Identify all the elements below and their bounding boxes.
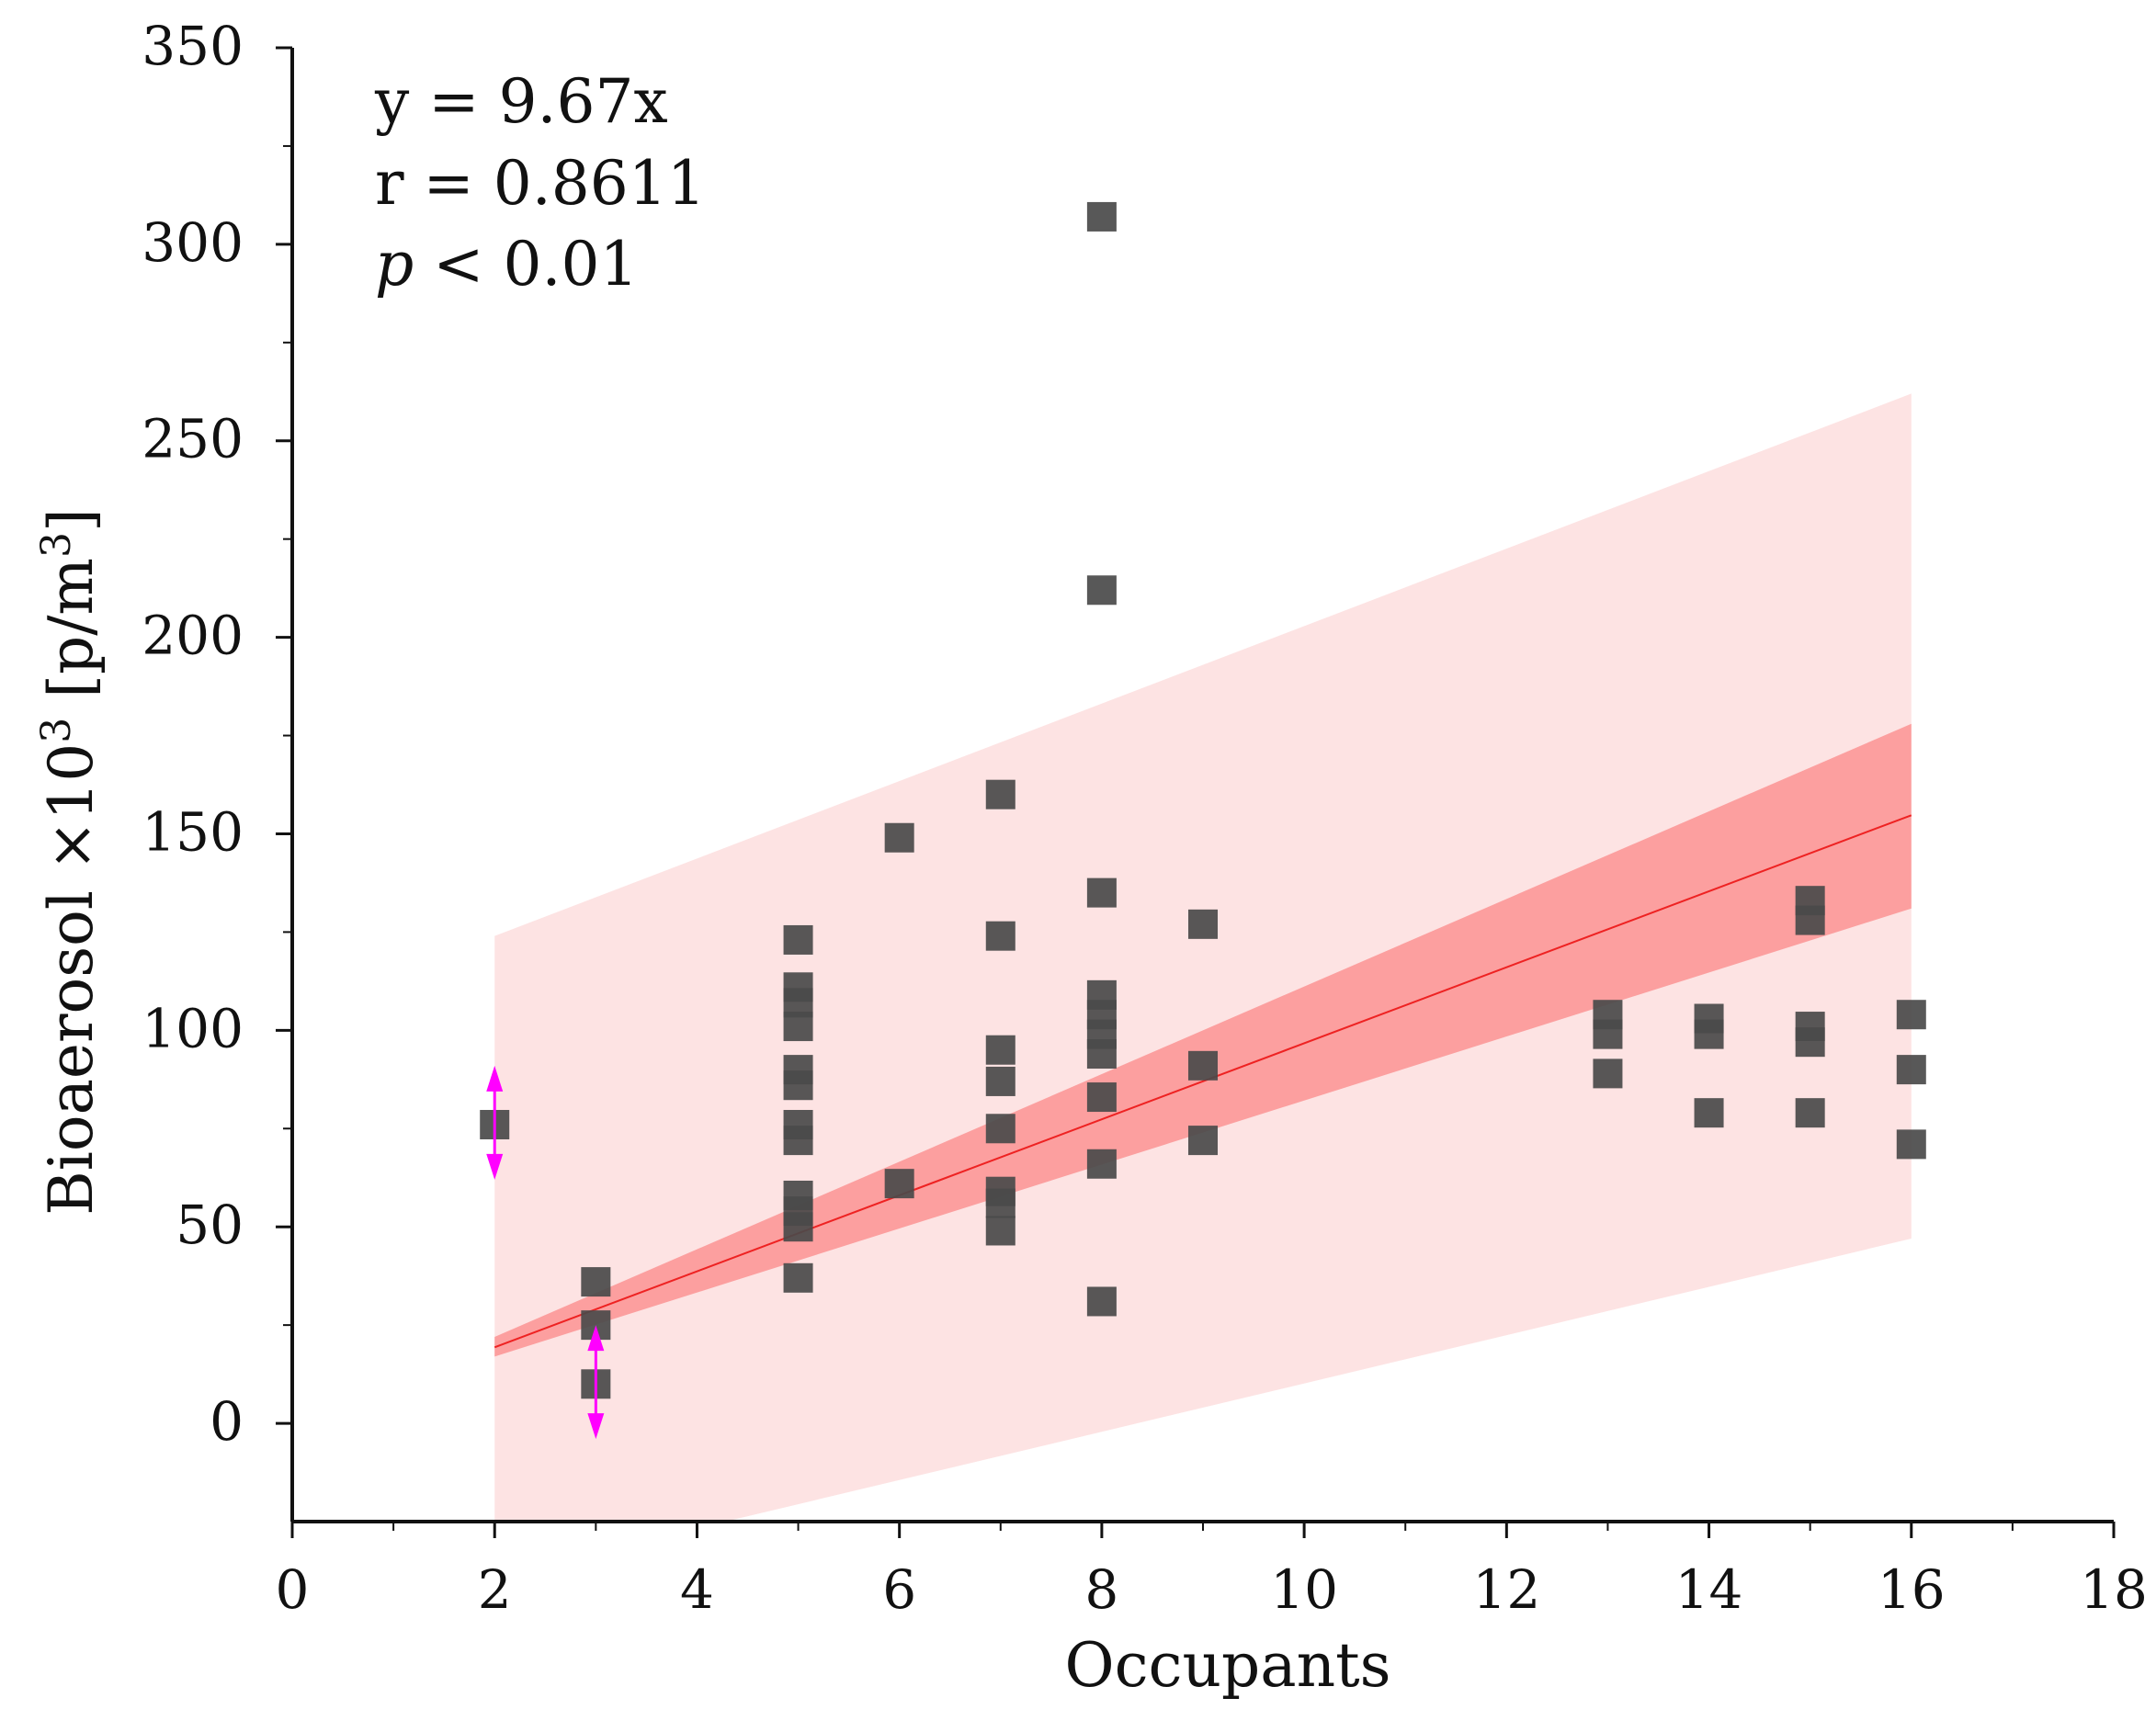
range-arrow-head-bottom-0 — [486, 1153, 504, 1180]
data-point-25 — [985, 1216, 1016, 1246]
data-point-16 — [884, 822, 914, 853]
annotation-equation: y = 9.67x — [374, 66, 668, 137]
data-point-48 — [1795, 1027, 1825, 1058]
x-tick-label-8: 8 — [1084, 1558, 1118, 1621]
range-arrow-head-top-0 — [486, 1065, 504, 1092]
data-point-50 — [1896, 1000, 1926, 1030]
range-arrow-head-top-1 — [587, 1325, 605, 1352]
data-point-18 — [985, 779, 1016, 809]
y-axis-title-close: ] — [36, 508, 107, 532]
y-tick-label-300: 300 — [142, 211, 244, 274]
x-tick-label-6: 6 — [882, 1558, 916, 1621]
y-tick-label-0: 0 — [210, 1390, 244, 1453]
y-axis-title: Bioaerosol ×103 [p/m3] — [33, 508, 107, 1216]
x-tick-label-4: 4 — [680, 1558, 714, 1621]
y-axis-title-sup2: 3 — [33, 532, 80, 558]
data-point-38 — [1188, 1126, 1218, 1156]
data-point-9 — [783, 1070, 813, 1101]
y-axis-title-main: Bioaerosol ×10 — [36, 743, 107, 1216]
data-point-35 — [1086, 1286, 1117, 1317]
annotation-p-symbol: p — [375, 229, 414, 300]
data-point-21 — [985, 1066, 1016, 1096]
data-point-22 — [985, 1114, 1016, 1144]
data-point-46 — [1795, 905, 1825, 935]
x-axis-title: Occupants — [1064, 1630, 1390, 1701]
data-point-36 — [1188, 909, 1218, 939]
data-point-17 — [884, 1169, 914, 1199]
data-point-19 — [985, 921, 1016, 951]
confidence-band — [494, 723, 1912, 1357]
x-tick-label-12: 12 — [1472, 1558, 1540, 1621]
y-tick-label-250: 250 — [142, 408, 244, 470]
data-point-7 — [783, 1012, 813, 1042]
x-tick-label-14: 14 — [1675, 1558, 1743, 1621]
data-point-33 — [1086, 1082, 1117, 1113]
prediction-band — [494, 393, 1912, 1522]
data-point-24 — [985, 1188, 1016, 1218]
x-tick-label-2: 2 — [478, 1558, 512, 1621]
data-point-37 — [1188, 1050, 1218, 1081]
x-tick-label-10: 10 — [1270, 1558, 1338, 1621]
data-point-44 — [1694, 1098, 1724, 1128]
y-axis-title-unit: [p/m — [36, 558, 107, 718]
data-point-51 — [1896, 1055, 1926, 1085]
data-point-41 — [1593, 1058, 1623, 1089]
annotation-p-value: p < 0.01 — [375, 229, 638, 300]
data-point-32 — [1086, 1038, 1117, 1069]
data-point-43 — [1694, 1019, 1724, 1049]
y-tick-label-150: 150 — [142, 800, 244, 863]
data-point-26 — [1086, 201, 1117, 232]
y-tick-label-200: 200 — [142, 605, 244, 667]
data-point-4 — [783, 924, 813, 955]
x-tick-label-18: 18 — [2080, 1558, 2148, 1621]
data-point-14 — [783, 1212, 813, 1242]
data-point-11 — [783, 1126, 813, 1156]
data-point-1 — [581, 1267, 611, 1297]
data-point-15 — [783, 1262, 813, 1293]
y-tick-label-100: 100 — [142, 997, 244, 1059]
data-point-20 — [985, 1035, 1016, 1065]
x-tick-label-0: 0 — [276, 1558, 310, 1621]
range-arrow-head-bottom-1 — [587, 1413, 605, 1440]
data-point-27 — [1086, 575, 1117, 606]
data-point-28 — [1086, 877, 1117, 908]
x-tick-label-16: 16 — [1878, 1558, 1946, 1621]
y-axis-title-sup1: 3 — [33, 718, 80, 743]
annotation-p-threshold: < 0.01 — [414, 229, 638, 300]
y-tick-label-50: 50 — [176, 1194, 244, 1256]
fit-line — [494, 814, 1912, 1349]
annotation-r-value: r = 0.8611 — [375, 148, 706, 219]
data-point-52 — [1896, 1129, 1926, 1160]
data-point-34 — [1086, 1149, 1117, 1179]
data-point-40 — [1593, 1019, 1623, 1049]
data-point-49 — [1795, 1098, 1825, 1128]
y-tick-label-350: 350 — [142, 15, 244, 77]
